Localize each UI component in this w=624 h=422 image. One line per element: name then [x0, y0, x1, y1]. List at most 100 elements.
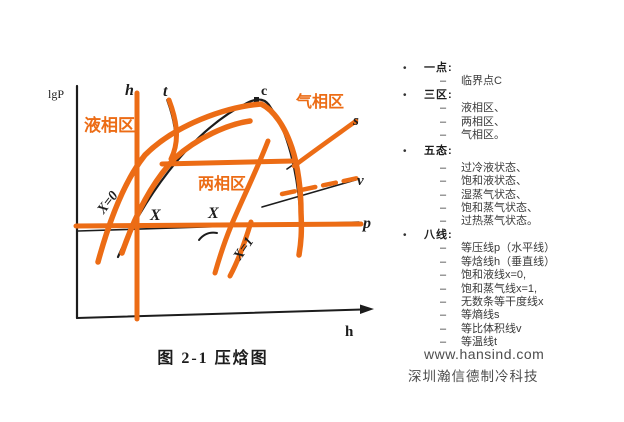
- dash-icon: –: [440, 202, 447, 215]
- list-item: – 无数条等干度线x: [396, 296, 620, 309]
- dash-icon: –: [440, 295, 447, 308]
- saturated-vapor-lower: [227, 219, 254, 279]
- entropy-line-orange: [291, 118, 359, 169]
- list-item: – 两相区、: [396, 116, 620, 129]
- list-entry: 饱和蒸气线x=1,: [461, 282, 538, 295]
- isenthalp-label: h: [125, 82, 134, 99]
- list-item: – 饱和液线x=0,: [396, 269, 620, 282]
- list-item: – 液相区、: [396, 102, 620, 115]
- sketch-hook: [198, 231, 218, 241]
- dash-icon: –: [440, 129, 447, 142]
- list-entry: 液相区、: [461, 102, 505, 115]
- list-item: • 一点:: [396, 62, 620, 75]
- dash-icon: –: [440, 161, 447, 174]
- dash-icon: –: [440, 242, 447, 255]
- x-axis-line: [76, 308, 363, 319]
- list-item: – 等焓线h（垂直线）: [396, 256, 620, 269]
- volume-line-dashed-orange: [279, 175, 361, 197]
- list-item: – 湿蒸气状态、: [396, 189, 620, 202]
- list-item: – 饱和蒸气线x=1,: [396, 283, 620, 296]
- ph-diagram: lgP h t c s v p X X X=0 X=1 h 图 2-1 压焓图 …: [48, 82, 374, 367]
- bullet-icon: •: [403, 63, 407, 74]
- list-entry: 过热蒸气状态。: [461, 215, 538, 228]
- list-header: 一点:: [424, 62, 453, 74]
- dash-icon: –: [440, 309, 447, 322]
- list-header: 五态:: [424, 145, 453, 158]
- two-phase-region-label: 两相区: [198, 174, 246, 193]
- dash-icon: –: [440, 215, 447, 228]
- list-item: – 过冷液状态、: [396, 162, 620, 175]
- x1-label: X=1: [230, 235, 257, 264]
- dash-icon: –: [440, 188, 447, 201]
- list-item: • 三区:: [396, 89, 620, 102]
- x-axis-arrow: [360, 304, 374, 314]
- list-entry: 过冷液状态、: [461, 161, 527, 174]
- critical-point-marker: [254, 97, 259, 102]
- pressure-label: p: [361, 215, 371, 232]
- list-entry: 无数条等干度线x: [461, 295, 544, 308]
- quality-label-mid: X: [207, 205, 219, 222]
- vapor-region-label: 气相区: [295, 92, 344, 111]
- x-axis-label: h: [345, 324, 354, 340]
- critical-point-label: c: [261, 84, 267, 99]
- list-entry: 临界点C: [461, 75, 502, 88]
- bullet-icon: •: [403, 89, 407, 101]
- isotherm-two-phase-orange: [159, 158, 296, 167]
- list-item: • 五态:: [396, 145, 620, 158]
- dash-icon: –: [440, 336, 447, 349]
- isotherm-top-orange: [166, 97, 179, 162]
- list-entry: 等温线t: [461, 336, 498, 349]
- list-header: 三区:: [424, 88, 453, 101]
- list-item: – 饱和蒸气状态、: [396, 202, 620, 215]
- dash-icon: –: [440, 269, 447, 282]
- isobar-line-orange: [73, 221, 364, 229]
- region-labels: 液相区 气相区 两相区: [84, 92, 344, 193]
- quality-label-left: X: [149, 207, 161, 224]
- list-item: • 八线:: [396, 229, 620, 242]
- list-item: – 等熵线s: [396, 309, 620, 322]
- dash-icon: –: [440, 175, 447, 188]
- bullet-icon: •: [403, 229, 407, 241]
- dash-icon: –: [440, 322, 447, 335]
- liquid-region-label: 液相区: [84, 115, 135, 135]
- list-entry: 等比体积线v: [461, 322, 522, 335]
- list-entry: 饱和蒸气状态、: [461, 202, 538, 215]
- quality-line-steep: [212, 138, 271, 276]
- list-item: – 等比体积线v: [396, 323, 620, 336]
- list-entry: 等熵线s: [461, 309, 500, 322]
- list-item: – 过热蒸气状态。: [396, 215, 620, 228]
- list-entry: 饱和液线x=0,: [461, 269, 527, 282]
- inner-quality-arc: [119, 118, 253, 256]
- list-entry: 气相区。: [461, 129, 505, 142]
- list-entry: 饱和液状态、: [461, 175, 527, 188]
- website-url: www.hansind.com: [424, 346, 545, 362]
- dash-icon: –: [440, 115, 447, 128]
- list-entry: 湿蒸气状态、: [461, 188, 527, 201]
- saturation-dome-orange: [95, 101, 305, 265]
- y-axis-label: lgP: [48, 87, 64, 101]
- figure-caption: 图 2-1 压焓图: [157, 348, 268, 367]
- list-entry: 两相区、: [461, 115, 505, 128]
- footer: www.hansind.com 深圳瀚信德制冷科技: [408, 346, 618, 385]
- bullet-icon: •: [403, 146, 407, 158]
- list-item: – 等压线p（水平线）: [396, 242, 620, 255]
- isotherm-label: t: [163, 83, 168, 100]
- dash-icon: –: [440, 255, 447, 268]
- marker-strokes: [73, 90, 364, 322]
- list-item: – 饱和液状态、: [396, 175, 620, 188]
- company-name: 深圳瀚信德制冷科技: [408, 369, 539, 384]
- volume-line-black: [261, 178, 360, 208]
- dash-icon: –: [440, 282, 447, 295]
- outline-panel: • 一点: – 临界点C • 三区: – 液相区、 – 两相区、 – 气相区。 …: [396, 62, 620, 350]
- entropy-label: s: [352, 113, 359, 129]
- volume-label: v: [357, 173, 364, 189]
- list-entry: 等压线p（水平线）: [461, 242, 556, 255]
- list-header: 八线:: [424, 228, 453, 241]
- list-entry: 等焓线h（垂直线）: [461, 255, 556, 268]
- list-item: – 临界点C: [396, 75, 620, 88]
- dash-icon: –: [440, 102, 447, 115]
- list-item: – 气相区。: [396, 129, 620, 142]
- list-item: – 等温线t: [396, 336, 620, 349]
- dash-icon: –: [440, 75, 447, 88]
